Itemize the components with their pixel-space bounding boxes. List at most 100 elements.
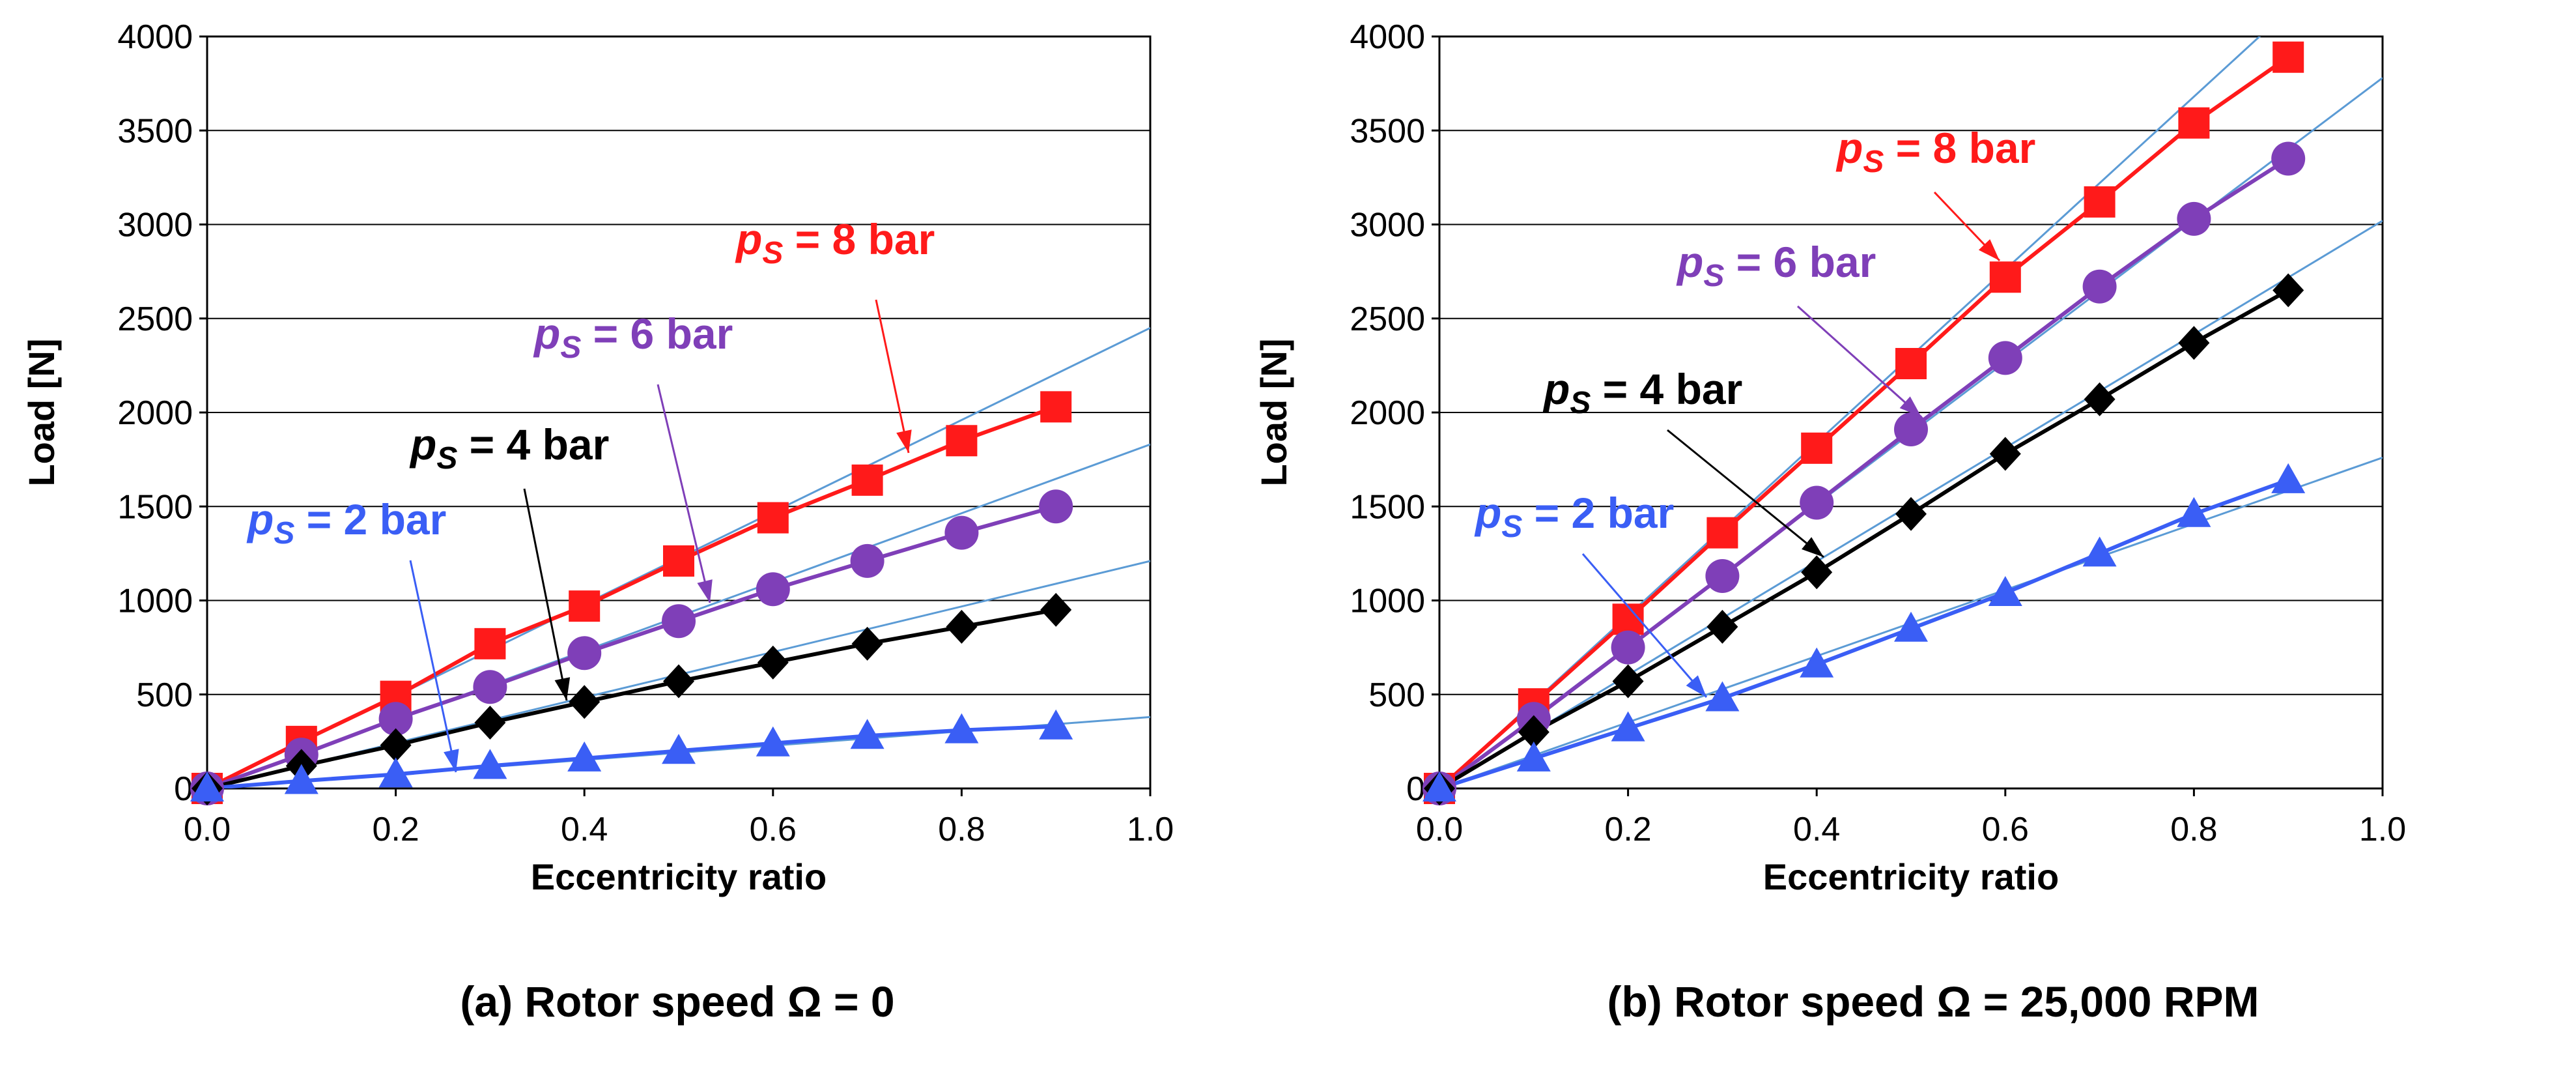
y-tick-label: 1000 [117,583,193,620]
marker-ps4 [1801,555,1833,590]
annotation-arrowhead-ps2 [444,749,459,772]
marker-ps4 [1040,592,1072,627]
marker-ps6 [473,670,507,704]
y-tick-label: 2000 [1350,394,1425,432]
marker-ps8 [757,502,789,534]
y-tick-label: 500 [136,676,193,714]
annotation-arrow-ps2 [409,560,457,773]
marker-ps6 [2271,141,2306,176]
y-tick-label: 3500 [117,112,193,150]
annotation-arrow-ps6 [657,384,711,603]
series-line-ps2 [207,724,1056,788]
marker-ps6 [1039,489,1073,524]
y-axis-label: Load [N] [1253,338,1294,486]
y-tick-label: 2000 [117,394,193,432]
marker-ps2 [284,764,318,794]
annotation-arrow-ps6 [1796,305,1923,418]
marker-ps4 [2084,382,2116,416]
marker-ps2 [1611,711,1645,742]
series-line-ps4 [1439,288,2289,788]
marker-ps2 [473,749,507,779]
plot-frame [206,35,1152,790]
marker-ps2 [567,741,602,772]
x-tick-label: 0.8 [2170,811,2217,848]
x-axis-label: Eccentricity ratio [531,856,827,897]
marker-ps6 [1894,412,1928,446]
annotation-arrowhead-ps6 [697,579,713,603]
marker-ps4 [1989,437,2021,471]
marker-ps8 [2178,107,2210,139]
x-tick-label: 0.0 [184,811,231,848]
marker-ps6 [2082,269,2117,304]
marker-ps6 [1705,558,1740,593]
annotation-arrowhead-ps4 [554,677,571,700]
marker-ps4 [569,685,601,719]
marker-ps6 [378,702,413,736]
marker-ps8 [1040,391,1072,423]
marker-ps2 [944,713,979,743]
x-tick-label: 1.0 [2359,811,2406,848]
chart-b: 0 500 1000 1500 2000 2500 3000 3500 4000 0.0 0.2 0.… [1253,18,2406,1026]
marker-ps4 [851,626,883,661]
marker-ps2 [1800,647,1834,678]
marker-ps2 [1422,772,1456,801]
x-tick-label: 0.8 [938,811,985,848]
marker-ps4 [1706,609,1738,644]
y-tick-label: 0 [174,770,193,808]
marker-ps2 [1705,681,1740,712]
series-line-ps4 [207,607,1056,788]
marker-ps8 [474,628,506,659]
annotation-arrowhead-ps8 [1978,239,2000,261]
marker-ps4 [946,609,978,644]
marker-ps4 [757,645,789,680]
marker-ps6 [1988,341,2022,375]
x-tick-label: 0.2 [1604,811,1651,848]
x-tick-label: 0.4 [1793,811,1840,848]
marker-ps2 [2082,536,2117,567]
marker-ps6 [1611,630,1645,665]
marker-ps4 [1895,497,1927,531]
x-tick-label: 0.6 [750,811,797,848]
marker-ps6 [944,515,979,550]
x-axis-label: Eccentricity ratio [1763,856,2059,897]
y-tick-label: 2500 [117,300,193,338]
marker-ps2 [2177,497,2211,527]
marker-ps2 [756,726,790,757]
series-line-ps8 [207,405,1057,788]
marker-ps2 [1894,611,1928,642]
annotation-arrowhead-ps2 [1686,675,1706,697]
marker-ps6 [567,636,602,671]
marker-ps8 [851,464,883,496]
y-tick-label: 0 [1406,770,1425,808]
x-tick-label: 0.4 [561,811,608,848]
annotation-arrow-ps2 [1581,553,1708,698]
marker-ps4 [1612,664,1644,699]
marker-ps2 [378,757,413,788]
x-tick-label: 0.0 [1416,811,1463,848]
marker-ps6 [662,604,696,639]
marker-ps4 [474,706,506,740]
annotation-label-ps2: pS = 2 bar [1474,489,1674,544]
marker-ps6 [2177,201,2211,236]
y-tick-label: 4000 [117,18,193,56]
y-tick-label: 3000 [117,207,193,244]
x-tick-label: 0.2 [372,811,419,848]
y-tick-label: 1000 [1350,583,1425,620]
annotation-label-ps4: pS = 4 bar [409,420,609,476]
y-tick-label: 1500 [117,488,193,526]
marker-ps8 [2084,186,2116,218]
marker-ps2 [1039,709,1073,740]
x-tick-label: 0.6 [1982,811,2029,848]
marker-ps8 [1801,432,1833,464]
marker-ps2 [190,772,224,801]
marker-ps4 [663,664,694,699]
series-line-ps6 [207,504,1057,788]
chart-a: 0 500 1000 1500 2000 2500 3000 3500 4000 0.0 0.2 0.… [21,18,1174,1026]
plot-frame [1438,35,2384,790]
y-tick-label: 1500 [1350,488,1425,526]
series-line-ps8 [1439,55,2289,788]
annotation-arrow-ps4 [523,488,568,701]
marker-ps4 [1518,715,1550,749]
marker-ps2 [1516,741,1551,772]
